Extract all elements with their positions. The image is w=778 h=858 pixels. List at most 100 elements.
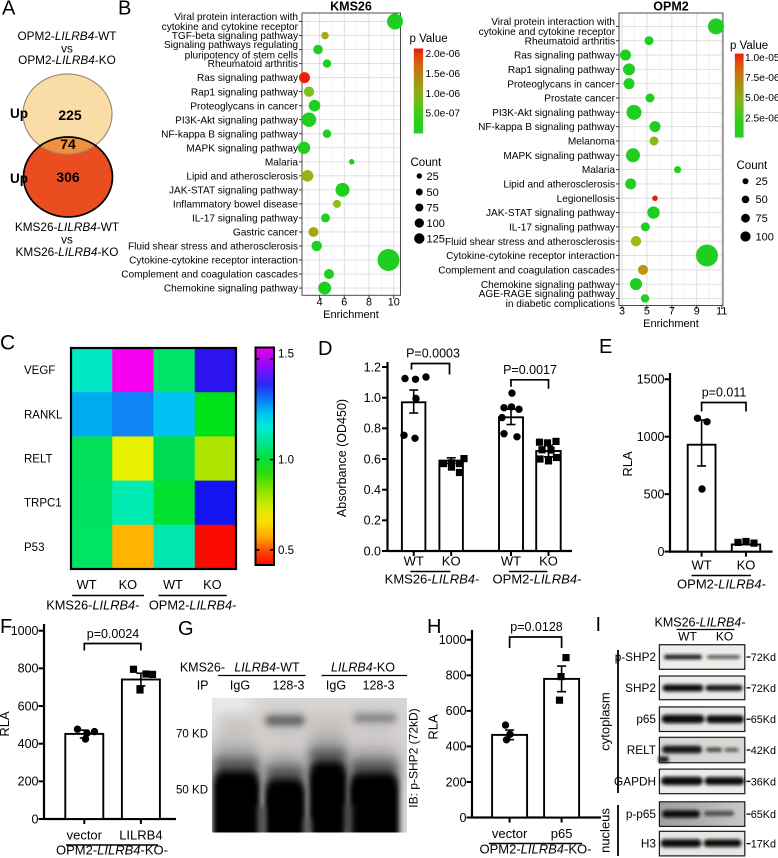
svg-text:0.4: 0.4: [364, 483, 381, 497]
svg-text:0.2: 0.2: [364, 514, 381, 528]
svg-text:Signaling pathways regulating: Signaling pathways regulating: [164, 40, 298, 51]
svg-text:0: 0: [460, 811, 467, 825]
svg-text:OPM2: OPM2: [653, 0, 688, 14]
svg-text:8: 8: [366, 297, 372, 309]
svg-text:600: 600: [18, 699, 39, 713]
svg-text:7.5e-06: 7.5e-06: [745, 73, 778, 84]
svg-text:306: 306: [56, 169, 80, 185]
svg-text:F: F: [0, 616, 12, 638]
svg-text:1.5e-06: 1.5e-06: [426, 69, 461, 80]
svg-text:Viral protein interaction with: Viral protein interaction with: [491, 17, 615, 28]
svg-text:LILRB4: LILRB4: [119, 828, 162, 843]
svg-text:200: 200: [18, 775, 39, 789]
svg-text:KO: KO: [119, 577, 138, 592]
svg-text:225: 225: [58, 107, 82, 123]
svg-text:0.6: 0.6: [364, 452, 381, 466]
svg-text:B: B: [118, 0, 131, 20]
svg-text:MAPK signaling pathway: MAPK signaling pathway: [503, 151, 616, 162]
svg-text:Fluid shear stress and atheros: Fluid shear stress and atherosclerosis: [128, 242, 298, 253]
svg-text:RLA: RLA: [620, 451, 635, 477]
svg-text:25: 25: [427, 171, 439, 183]
svg-text:400: 400: [18, 737, 39, 751]
svg-text:65Kd: 65Kd: [751, 809, 776, 821]
svg-text:Lipid and atherosclerosis: Lipid and atherosclerosis: [186, 171, 298, 182]
svg-text:Up: Up: [10, 171, 28, 186]
svg-text:vector: vector: [492, 826, 528, 841]
svg-text:0.8: 0.8: [364, 422, 381, 436]
svg-text:Complement and coagulation cas: Complement and coagulation cascades: [121, 270, 298, 281]
svg-text:GAPDH: GAPDH: [614, 774, 656, 788]
svg-text:p Value: p Value: [410, 33, 448, 45]
svg-text:cytoplasm: cytoplasm: [598, 692, 613, 751]
svg-text:KMS26-LILRB4-: KMS26-LILRB4-: [385, 572, 480, 587]
svg-text:1.0: 1.0: [364, 391, 381, 405]
svg-text:H3: H3: [641, 837, 657, 851]
svg-text:vs: vs: [61, 42, 73, 56]
svg-text:500: 500: [644, 487, 665, 501]
svg-text:KMS26-LILRB4-: KMS26-LILRB4-: [46, 598, 139, 613]
svg-text:5.0e-07: 5.0e-07: [426, 109, 461, 120]
svg-text:cytokine and cytokine receptor: cytokine and cytokine receptor: [162, 22, 299, 33]
svg-text:1.0e-05: 1.0e-05: [745, 53, 778, 64]
svg-text:0: 0: [32, 812, 39, 826]
svg-text:WT: WT: [678, 630, 697, 644]
svg-text:IL-17 signaling pathway: IL-17 signaling pathway: [192, 214, 299, 225]
svg-text:p=0.011: p=0.011: [702, 386, 747, 400]
svg-text:1500: 1500: [637, 373, 665, 387]
svg-text:MAPK signaling pathway: MAPK signaling pathway: [186, 143, 299, 154]
svg-text:OPM2-LILRB4-: OPM2-LILRB4-: [149, 598, 236, 613]
svg-text:TRPC1: TRPC1: [24, 498, 62, 510]
svg-text:VEGF: VEGF: [24, 365, 55, 377]
svg-text:in diabetic complications: in diabetic complications: [506, 299, 615, 310]
svg-text:Rap1 signaling pathway: Rap1 signaling pathway: [191, 87, 299, 98]
svg-text:IL-17 signaling pathway: IL-17 signaling pathway: [509, 222, 616, 233]
svg-text:Malaria: Malaria: [582, 165, 615, 176]
svg-text:WT: WT: [163, 577, 183, 592]
svg-text:NF-kappa B signaling pathway: NF-kappa B signaling pathway: [478, 122, 616, 133]
svg-text:100: 100: [427, 218, 445, 230]
svg-text:Chemokine signaling pathway: Chemokine signaling pathway: [481, 280, 616, 291]
svg-text:Melanoma: Melanoma: [568, 137, 616, 148]
svg-text:72Kd: 72Kd: [751, 652, 776, 664]
svg-text:IB: p-SHP2 (72kD): IB: p-SHP2 (72kD): [407, 708, 421, 807]
svg-text:74: 74: [60, 136, 76, 152]
svg-text:WT: WT: [501, 554, 521, 569]
svg-text:KMS26-LILRB4-WT: KMS26-LILRB4-WT: [15, 220, 119, 234]
svg-text:Rheumatoid arthritis: Rheumatoid arthritis: [208, 59, 298, 70]
svg-text:800: 800: [18, 662, 39, 676]
svg-text:36Kd: 36Kd: [751, 776, 776, 788]
svg-text:Up: Up: [10, 106, 28, 121]
svg-text:Malaria: Malaria: [265, 157, 298, 168]
svg-text:70 KD: 70 KD: [176, 729, 208, 741]
svg-text:75: 75: [756, 213, 768, 225]
svg-text:H: H: [427, 616, 441, 638]
svg-text:Inflammatory bowel disease: Inflammatory bowel disease: [173, 199, 298, 210]
svg-text:Proteoglycans in cancer: Proteoglycans in cancer: [507, 79, 615, 90]
svg-text:OPM2-LILRB4-KO-: OPM2-LILRB4-KO-: [480, 842, 592, 857]
svg-text:IgG: IgG: [326, 679, 346, 693]
svg-text:5: 5: [644, 306, 650, 318]
svg-text:Absorbance (OD450): Absorbance (OD450): [335, 399, 349, 517]
svg-text:p65: p65: [551, 826, 573, 841]
svg-text:600: 600: [446, 704, 467, 718]
svg-text:Count: Count: [737, 160, 768, 172]
svg-text:OPM2-LILRB4-KO-: OPM2-LILRB4-KO-: [56, 843, 168, 858]
svg-text:P=0.0003: P=0.0003: [406, 347, 460, 361]
svg-text:JAK-STAT signaling pathway: JAK-STAT signaling pathway: [169, 185, 299, 196]
svg-text:NF-kappa B signaling pathway: NF-kappa B signaling pathway: [161, 129, 299, 140]
svg-text:WT: WT: [404, 554, 424, 569]
svg-text:OPM2-LILRB4-KO: OPM2-LILRB4-KO: [18, 53, 116, 67]
svg-text:KMS26-LILRB4-: KMS26-LILRB4-: [654, 616, 745, 630]
svg-text:25: 25: [756, 176, 768, 188]
svg-text:TGF-beta signaling pathway: TGF-beta signaling pathway: [172, 31, 299, 42]
svg-text:1.0e-06: 1.0e-06: [426, 89, 461, 100]
svg-text:KO: KO: [716, 630, 733, 644]
svg-text:D: D: [318, 338, 332, 360]
svg-text:Enrichment: Enrichment: [643, 318, 699, 330]
svg-text:4: 4: [317, 297, 323, 309]
svg-text:75: 75: [427, 203, 439, 215]
svg-text:PI3K-Akt signaling pathway: PI3K-Akt signaling pathway: [492, 108, 616, 119]
svg-text:p65: p65: [636, 712, 656, 726]
svg-text:10: 10: [388, 297, 400, 309]
svg-text:42Kd: 42Kd: [751, 745, 776, 757]
